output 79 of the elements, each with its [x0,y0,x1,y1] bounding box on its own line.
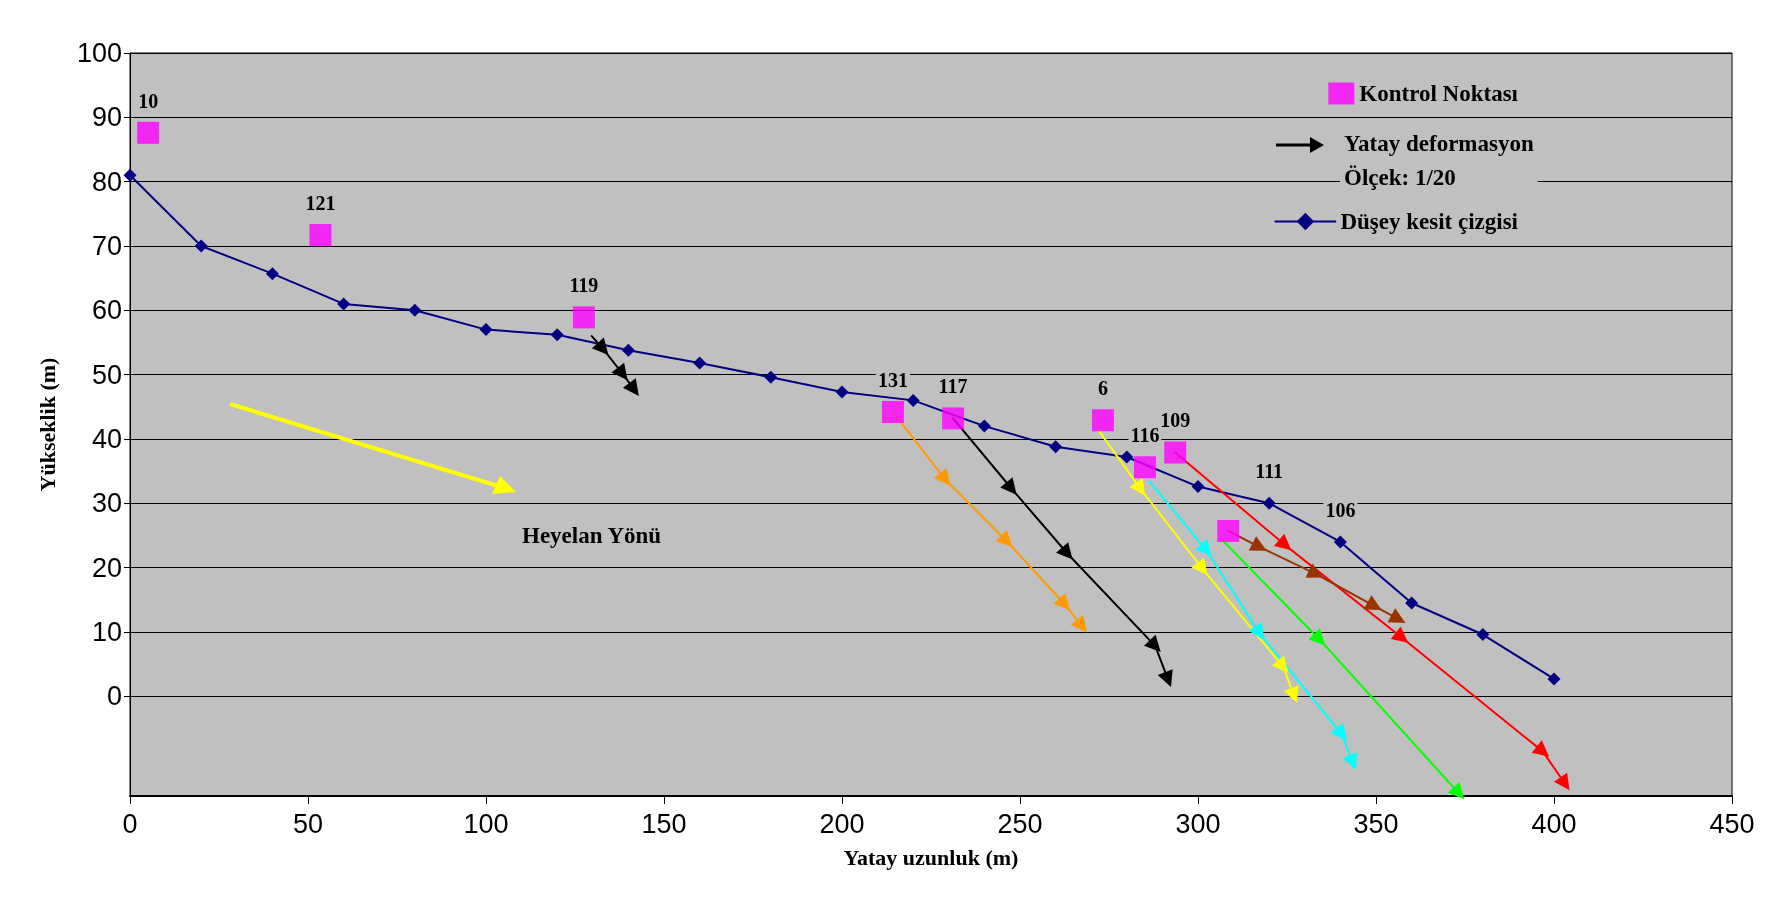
y-tick-label: 50 [91,359,122,390]
point [1305,563,1324,578]
x-tick-label: 250 [997,808,1043,839]
point [1248,536,1267,551]
annotation: Yatay deformasyon Ölçek: 1/20 [1344,130,1534,190]
y-tick-label: 0 [106,681,122,712]
point [1070,614,1087,633]
y-tick-label: 30 [91,488,122,519]
point [906,393,920,407]
annotation: 6 [1097,377,1108,400]
point [835,385,849,399]
y-tick-label: 80 [91,166,122,197]
point [995,529,1013,547]
legend-label: Kontrol Noktası [1359,81,1519,106]
y-axis-title: Yükseklik (m) [34,357,60,492]
y-tick-label: 100 [76,38,122,68]
y-tick-label: 90 [91,102,122,133]
point [1531,740,1550,757]
point [1387,608,1406,623]
point [137,121,160,144]
y-tick-label: 60 [91,295,122,326]
point [621,343,635,357]
point [1342,752,1358,770]
x-tick-label: 450 [1709,808,1755,839]
point [408,303,422,317]
point [550,328,564,342]
point [693,356,707,370]
point [1273,533,1292,551]
point [309,224,332,247]
y-tick-label: 40 [91,423,122,454]
point [1363,595,1382,611]
point [977,419,991,433]
x-tick-label: 200 [819,808,865,839]
point [1248,622,1264,640]
annotation: 116 [1130,424,1160,447]
point [1271,655,1289,673]
annotation: 121 [305,192,336,215]
legend-label: Düşey kesit çizgisi [1340,209,1519,234]
point [1129,477,1146,496]
annotation: 117 [938,375,968,398]
point [881,400,904,423]
annotation: 106 [1325,498,1356,521]
annotation: 111 [1255,460,1284,483]
point [764,370,778,384]
point [1191,557,1208,576]
point [934,468,951,486]
point [337,297,351,311]
x-tick-label: 50 [292,808,324,839]
point [1157,669,1173,688]
x-tick-label: 400 [1531,808,1577,839]
point [1553,772,1570,791]
point [1390,626,1409,643]
y-tick-label: 10 [91,616,122,647]
annotation: Heyelan Yönü [522,522,662,548]
point [1283,685,1299,704]
annotation: 10 [138,89,159,112]
annotation: 119 [569,274,599,297]
point [1133,456,1156,479]
y-tick-label: 70 [91,230,122,261]
point [572,306,595,329]
point [1000,477,1017,495]
x-tick-label: 300 [1175,808,1221,839]
x-axis-title: Yatay uzunluk (m) [843,844,1019,870]
point [1053,593,1071,611]
point [1091,409,1114,432]
annotation: 131 [877,368,908,391]
point [194,239,208,253]
annotation: 109 [1160,409,1191,432]
y-tick-label: 20 [91,552,122,583]
point [479,323,493,337]
point [123,168,137,182]
x-tick-label: 150 [641,808,687,839]
point [1056,542,1073,560]
x-tick-label: 350 [1353,808,1399,839]
point [1330,722,1347,741]
point [265,267,279,281]
point [1195,539,1212,557]
point [1143,634,1161,652]
x-tick-label: 100 [463,808,509,839]
